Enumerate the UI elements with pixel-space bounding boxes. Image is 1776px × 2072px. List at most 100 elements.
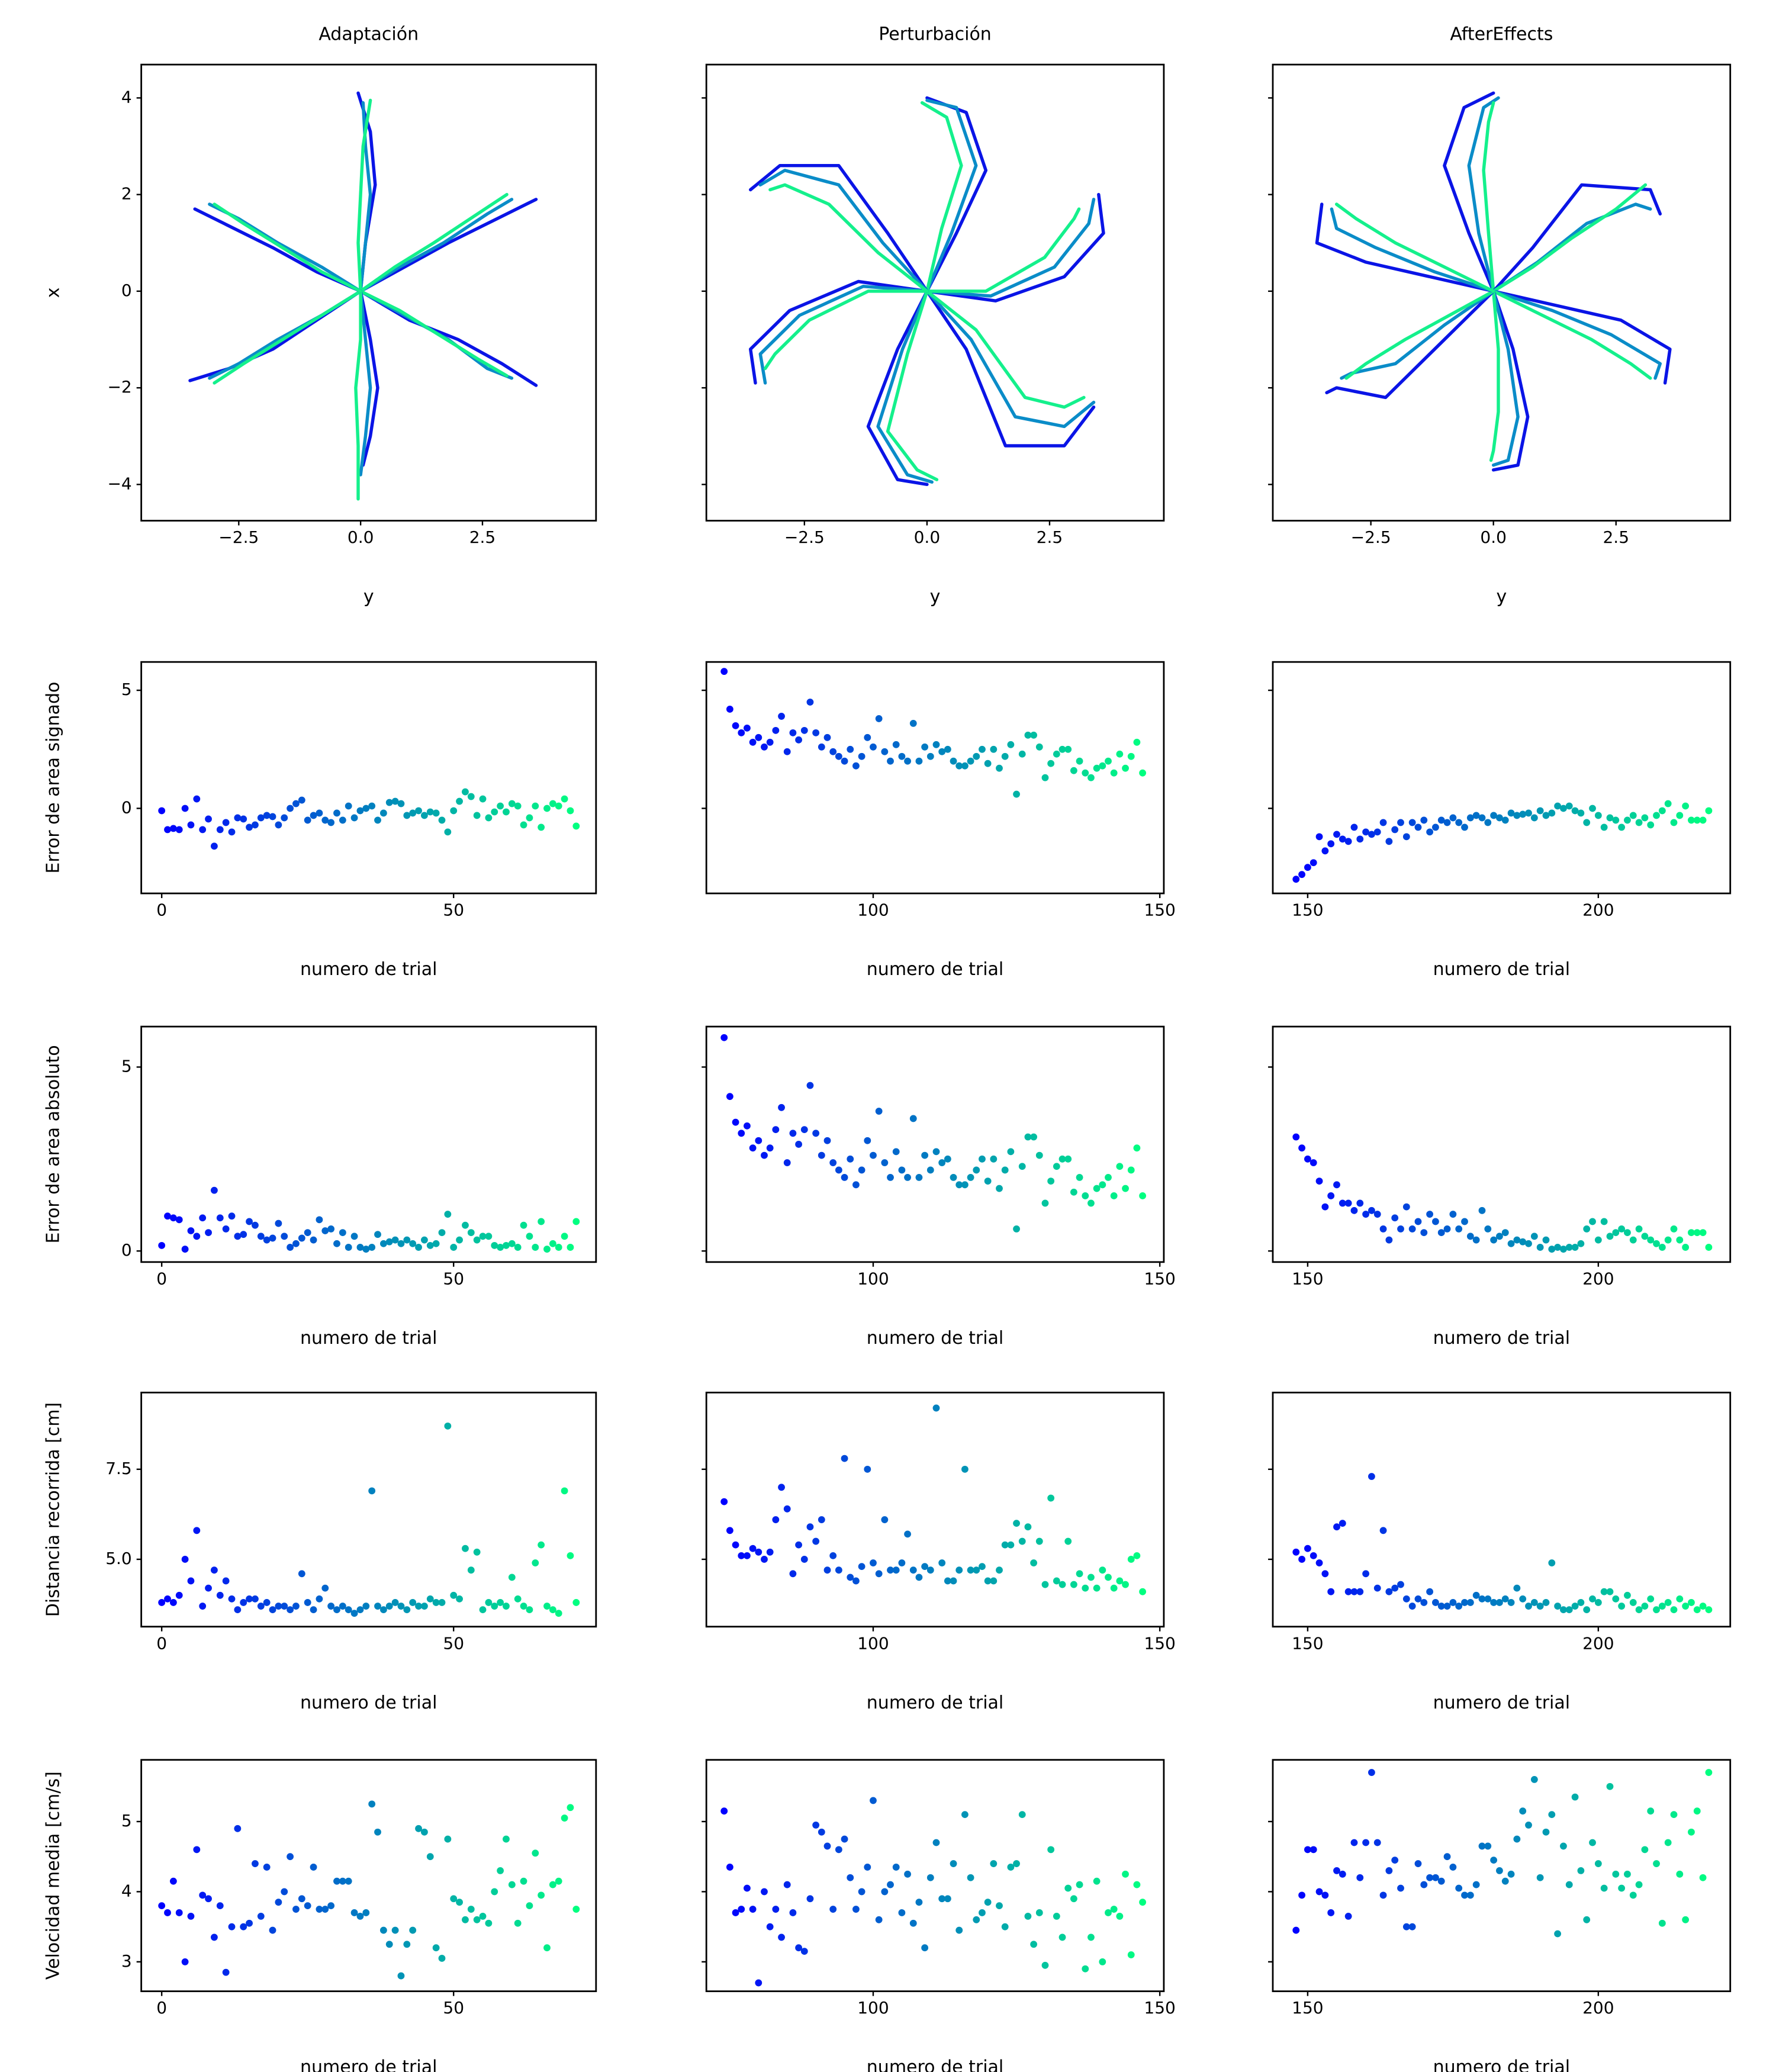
trajectory [1489, 289, 1500, 462]
point [789, 1130, 797, 1137]
trajectory [1491, 289, 1652, 380]
point [1693, 1807, 1701, 1815]
point [385, 1941, 393, 1948]
point [926, 1166, 934, 1174]
axes-frame [140, 661, 597, 895]
panel-title: AfterEffects [1450, 24, 1553, 45]
point [520, 1603, 527, 1610]
point [169, 1599, 177, 1606]
x-axis-label: y [363, 587, 374, 607]
x-tick-label: 0.0 [914, 527, 941, 547]
point [749, 1545, 757, 1552]
point [1007, 1148, 1015, 1156]
point [1449, 1211, 1457, 1218]
point [339, 1603, 346, 1610]
point [1082, 769, 1089, 777]
point [990, 1155, 998, 1163]
point [996, 1185, 1003, 1192]
point [374, 1603, 381, 1610]
point [1127, 752, 1135, 760]
point [1018, 1163, 1026, 1170]
point [1478, 1842, 1486, 1850]
point [1682, 802, 1690, 810]
point [1064, 745, 1072, 753]
point [1315, 1888, 1323, 1896]
point [164, 1212, 171, 1220]
axes-frame [1272, 1025, 1732, 1263]
point [374, 1231, 381, 1238]
x-tick-label: 0 [156, 900, 167, 920]
point [555, 802, 562, 810]
point [1432, 1599, 1439, 1606]
point [1099, 762, 1106, 770]
point [938, 1159, 946, 1166]
trajectory [1482, 101, 1495, 293]
point [835, 1846, 842, 1854]
point [485, 1919, 493, 1927]
point [1548, 809, 1556, 817]
trajectory [925, 289, 1086, 409]
trajectory [920, 101, 963, 293]
point [1606, 1233, 1614, 1240]
point [789, 1570, 797, 1578]
panel: 0 50 3 4 5 numero de trial Velocidad media [cm… [43, 1759, 597, 2072]
y-tick-label: 7.5 [105, 1459, 132, 1478]
point [1693, 816, 1701, 824]
point [800, 1948, 808, 1955]
point [1064, 1884, 1072, 1892]
point [1001, 1541, 1009, 1549]
point [1600, 823, 1608, 831]
point [246, 1595, 253, 1603]
point [391, 1926, 399, 1934]
point [1536, 1244, 1544, 1251]
point [1041, 1581, 1049, 1588]
point [526, 1902, 533, 1910]
point [720, 668, 728, 675]
point [944, 1895, 951, 1903]
point [1501, 816, 1509, 824]
point [1670, 819, 1678, 826]
point [1122, 1870, 1129, 1878]
point [538, 823, 545, 831]
point [1612, 1595, 1620, 1603]
point [1530, 1775, 1538, 1783]
point [310, 1864, 317, 1871]
point [1443, 1853, 1451, 1861]
point [1133, 1552, 1141, 1559]
point [818, 1516, 825, 1523]
point [1530, 814, 1538, 822]
point [1612, 816, 1620, 824]
point [1356, 835, 1364, 843]
point [1368, 1206, 1375, 1214]
point [738, 1552, 745, 1559]
point [1455, 1225, 1463, 1233]
trajectory [359, 198, 514, 293]
point [234, 1825, 242, 1832]
point [526, 1606, 533, 1614]
point [1600, 1884, 1608, 1892]
point [749, 1906, 757, 1913]
point [1426, 1874, 1434, 1881]
point [321, 1906, 329, 1913]
trajectory [1491, 183, 1662, 293]
point [1310, 1846, 1317, 1854]
point [345, 1606, 352, 1614]
point [841, 1455, 848, 1462]
point [1484, 819, 1492, 826]
point [1705, 1769, 1713, 1776]
point [755, 1548, 762, 1556]
point [1606, 814, 1614, 822]
point [1624, 1591, 1631, 1599]
point [175, 826, 183, 834]
x-tick-label: 200 [1582, 1633, 1614, 1653]
point [984, 1577, 992, 1585]
point [1629, 1891, 1637, 1899]
point [979, 745, 986, 753]
point [269, 1606, 276, 1614]
point [374, 1828, 381, 1836]
point [385, 1238, 393, 1246]
point [467, 1229, 475, 1237]
point [823, 1137, 831, 1144]
point [1408, 1603, 1416, 1610]
point [1519, 1807, 1527, 1815]
